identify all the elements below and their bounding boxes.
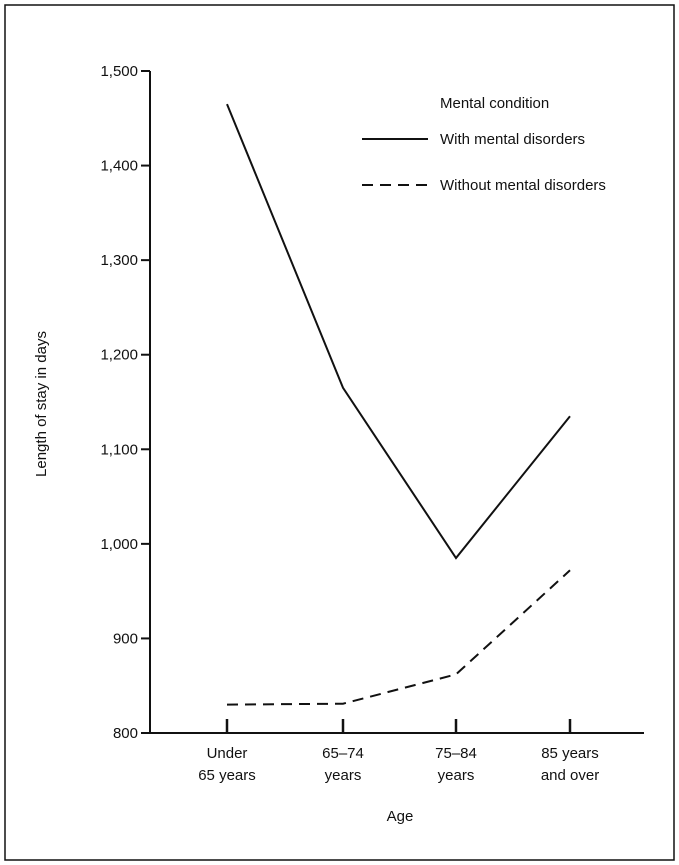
y-tick-label: 1,400 [100,158,138,175]
x-tick-label: years [438,767,475,784]
x-axis-label: Age [387,808,414,825]
y-axis: 800 900 1,000 1,100 1,200 1,300 1,400 1,500 [100,63,151,742]
x-tick-label: and over [541,767,599,784]
y-tick-label: 1,500 [100,63,138,80]
legend-entry-label: Without mental disorders [440,177,606,194]
x-axis: Under 65 years 65–74 years 75–84 years 85 year… [150,719,644,784]
chart-frame: 800 900 1,000 1,100 1,200 1,300 1,400 1,500 Und… [4,4,675,861]
y-tick-label: 1,200 [100,347,138,364]
series-layer [226,103,571,706]
y-tick-label: 1,100 [100,441,138,458]
x-tick-label: 85 years [541,745,599,762]
x-tick-label: years [325,767,362,784]
y-tick-label: 1,300 [100,252,138,269]
y-tick-label: 800 [113,725,138,742]
y-axis-label: Length of stay in days [33,331,50,477]
legend: Mental condition With mental disorders Wi… [362,95,606,194]
y-tick-label: 1,000 [100,536,138,553]
legend-entry-label: With mental disorders [440,131,585,148]
x-tick-label: Under [207,745,248,762]
x-tick-label: 65 years [198,767,256,784]
x-tick-label: 75–84 [435,745,477,762]
y-tick-label: 900 [113,630,138,647]
chart-border [4,4,675,861]
x-tick-label: 65–74 [322,745,364,762]
series-line-without-mental-disorders [226,569,571,706]
legend-title: Mental condition [440,95,549,112]
series-line-with-mental-disorders [226,103,571,560]
